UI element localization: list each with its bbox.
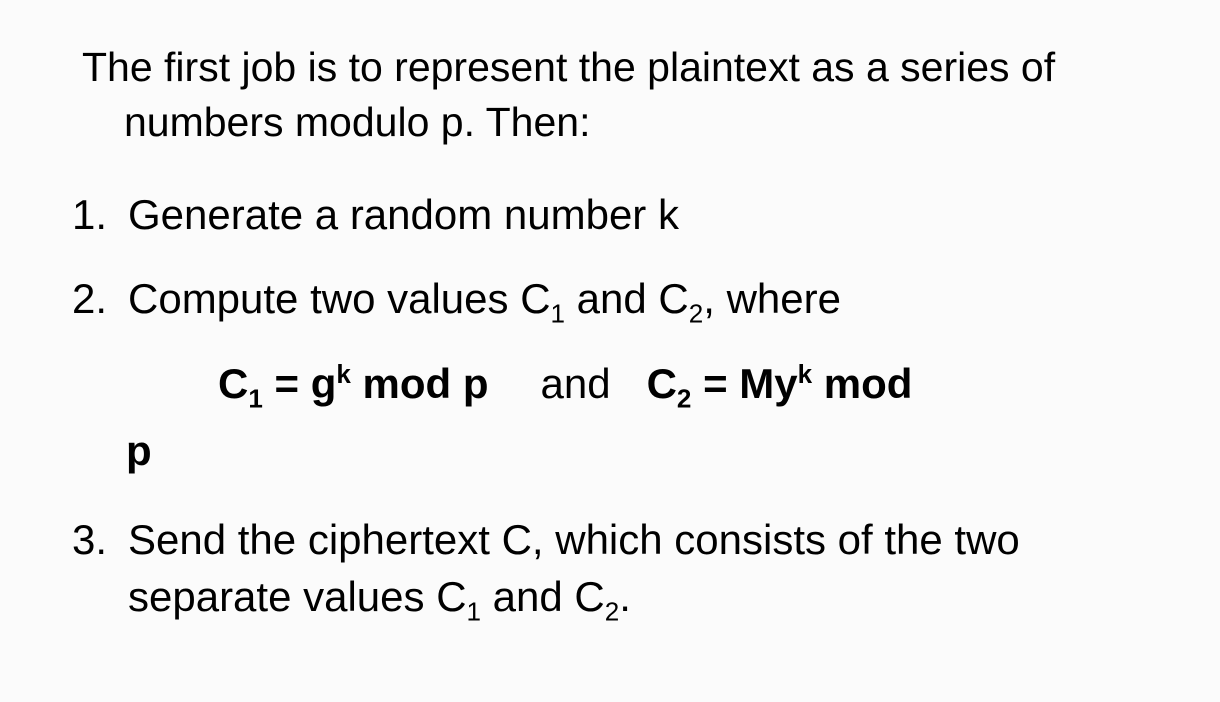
- text-run: and C: [481, 573, 605, 620]
- formula-c2: C2 = Myk mod: [647, 360, 913, 407]
- formula-line: p: [118, 417, 1148, 484]
- ordered-list: 1. Generate a random number k 2. Compute…: [72, 187, 1148, 626]
- text-run: .: [619, 573, 631, 620]
- list-item: 2. Compute two values C1 and C2, where C…: [72, 271, 1148, 484]
- formula-c1: C1 = gk mod p: [218, 360, 489, 407]
- text-run: , where: [703, 275, 841, 322]
- list-body: Compute two values C1 and C2, where C1 =…: [128, 271, 1148, 484]
- document-page: The first job is to represent the plaint…: [0, 0, 1220, 626]
- subscript: 2: [605, 597, 619, 627]
- list-number: 3.: [72, 512, 128, 569]
- formula-and: and: [541, 360, 611, 407]
- intro-paragraph: The first job is to represent the plaint…: [124, 40, 1148, 151]
- list-number: 2.: [72, 271, 128, 328]
- list-number: 1.: [72, 187, 128, 244]
- list-body: Send the ciphertext C, which consists of…: [128, 512, 1148, 625]
- list-item: 3. Send the ciphertext C, which consists…: [72, 512, 1148, 625]
- subscript: 2: [689, 299, 703, 329]
- subscript: 1: [467, 597, 481, 627]
- formula-block: C1 = gk mod p and C2 = Myk mod p: [118, 350, 1148, 484]
- list-body: Generate a random number k: [128, 187, 1148, 244]
- text-run: Compute two values C: [128, 275, 551, 322]
- list-item: 1. Generate a random number k: [72, 187, 1148, 244]
- subscript: 1: [551, 299, 565, 329]
- formula-line: C1 = gk mod p and C2 = Myk mod: [118, 350, 1148, 417]
- text-run: and C: [565, 275, 689, 322]
